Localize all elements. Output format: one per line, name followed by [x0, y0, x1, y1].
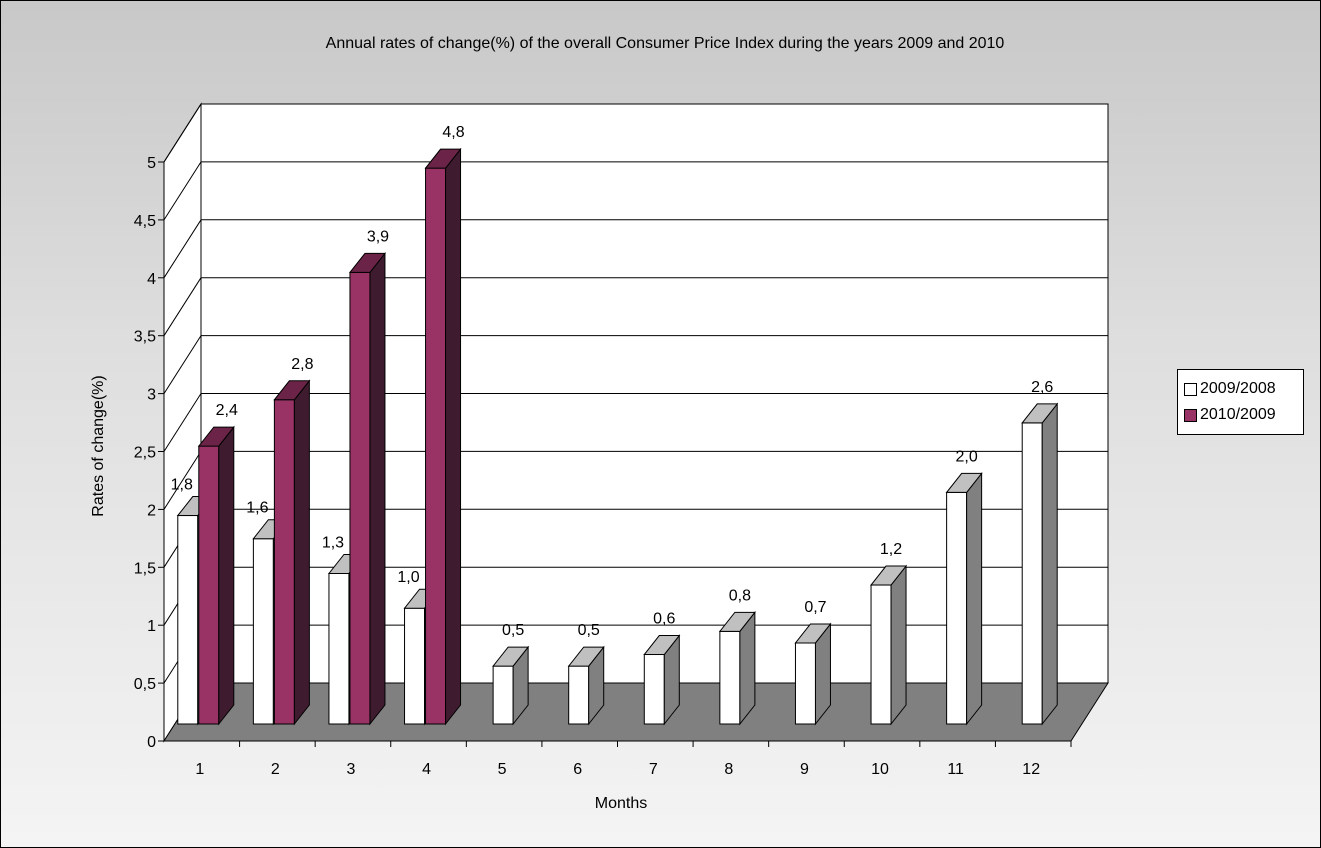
- series2-data-label: 2,4: [216, 402, 238, 419]
- series1-bar-side: [966, 471, 983, 726]
- y-tick-label: 5: [147, 155, 156, 172]
- series1-bar-front: [946, 491, 968, 725]
- series1-bar-top: [718, 611, 756, 632]
- y-tick-label: 3: [147, 387, 156, 404]
- legend-swatch-series-1: [1184, 382, 1197, 396]
- series1-bar-front: [328, 572, 350, 725]
- series2-bar-front: [198, 445, 220, 725]
- series1-bar-front: [177, 515, 199, 725]
- chart-title: Annual rates of change(%) of the overall…: [326, 35, 1005, 52]
- series1-data-label: 2,6: [1031, 379, 1053, 396]
- series2-bar-side: [369, 251, 386, 726]
- series1-bar-top: [567, 646, 605, 667]
- series1-data-label: 2,0: [956, 448, 978, 465]
- x-tick-label: 9: [800, 761, 809, 778]
- y-tick-label: 1,5: [134, 560, 156, 577]
- gridline-side: [163, 161, 202, 221]
- series1-bar-front: [252, 538, 274, 725]
- legend-item-series-1: 2009/2008: [1184, 376, 1303, 402]
- series1-bar-front: [492, 665, 514, 725]
- x-tick-label: 5: [498, 761, 507, 778]
- y-axis-label: Rates of change(%): [90, 375, 107, 516]
- y-tick-label: 4,5: [134, 213, 156, 230]
- series2-bar-top: [348, 252, 386, 273]
- gridline-side: [163, 451, 202, 510]
- series1-bar-top: [492, 646, 530, 667]
- series1-bar-front: [1021, 422, 1043, 725]
- series1-bar-side: [890, 564, 907, 726]
- series1-bar-side: [1041, 402, 1058, 726]
- series1-bar-front: [719, 630, 741, 725]
- x-tick-label: 12: [1022, 761, 1040, 778]
- series1-data-label: 1,8: [171, 477, 193, 494]
- legend-label-series-2: 2010/2009: [1200, 406, 1276, 423]
- series1-data-label: 1,0: [397, 569, 419, 586]
- series1-bar-front: [404, 607, 426, 725]
- series2-data-label: 3,9: [367, 228, 389, 245]
- x-axis-label: Months: [595, 795, 647, 812]
- y-tick-label: 3,5: [134, 329, 156, 346]
- series2-bar-top: [424, 148, 462, 169]
- series1-bar-top: [870, 565, 908, 586]
- x-tick-label: 10: [871, 761, 889, 778]
- series1-data-label: 0,8: [729, 587, 751, 604]
- series2-bar-side: [445, 147, 462, 726]
- x-tick-label: 3: [347, 761, 356, 778]
- gridline-side: [163, 103, 202, 163]
- y-tick-label: 1: [147, 618, 156, 635]
- x-tick-label: 6: [573, 761, 582, 778]
- series1-bar-front: [568, 665, 590, 725]
- series2-data-label: 4,8: [442, 124, 464, 141]
- y-tick-label: 2: [147, 502, 156, 519]
- series1-data-label: 0,7: [804, 599, 826, 616]
- series1-data-label: 0,5: [502, 622, 524, 639]
- x-tick-label: 2: [271, 761, 280, 778]
- series1-bar-top: [945, 472, 983, 493]
- series1-bar-top: [643, 635, 681, 656]
- series2-bar-top: [273, 380, 311, 401]
- series2-bar-front: [273, 399, 295, 725]
- x-tick-label: 1: [195, 761, 204, 778]
- y-tick-label: 4: [147, 271, 156, 288]
- gridline-side: [163, 335, 202, 394]
- series1-bar-top: [794, 623, 832, 644]
- series1-data-label: 1,2: [880, 541, 902, 558]
- legend-label-series-1: 2009/2008: [1200, 380, 1276, 397]
- x-tick-label: 4: [422, 761, 431, 778]
- series2-bar-top: [197, 426, 235, 447]
- y-tick-label: 0: [147, 734, 156, 751]
- series1-bar-front: [870, 584, 892, 725]
- legend-item-series-2: 2010/2009: [1184, 402, 1303, 428]
- x-tick-label: 7: [649, 761, 658, 778]
- series1-data-label: 0,5: [578, 622, 600, 639]
- series2-bar-side: [293, 379, 310, 726]
- legend-swatch-series-2: [1184, 408, 1197, 422]
- plot-layer: 0 0,5 1 1,5 2 2,5 3 3,5 4 4,5 5 1 1,8 2,4 2 1,6 2,8 3 1,3 3…: [134, 102, 1109, 778]
- series2-bar-side: [218, 425, 235, 726]
- legend: 2009/2008 2010/2009: [1177, 369, 1304, 435]
- series2-bar-front: [349, 271, 371, 725]
- series1-data-label: 0,6: [653, 611, 675, 628]
- series1-bar-front: [643, 654, 665, 725]
- series2-bar-front: [425, 167, 447, 725]
- x-tick-label: 8: [724, 761, 733, 778]
- series1-data-label: 1,3: [322, 534, 344, 551]
- series2-data-label: 2,8: [291, 356, 313, 373]
- y-tick-label: 0,5: [134, 676, 156, 693]
- gridline-side: [163, 277, 202, 336]
- gridline-side: [163, 393, 202, 452]
- series1-bar-top: [1021, 403, 1059, 424]
- gridline-side: [163, 219, 202, 279]
- series1-data-label: 1,6: [246, 500, 268, 517]
- series1-bar-front: [794, 642, 816, 725]
- y-tick-label: 2,5: [134, 445, 156, 462]
- x-tick-label: 11: [947, 761, 964, 778]
